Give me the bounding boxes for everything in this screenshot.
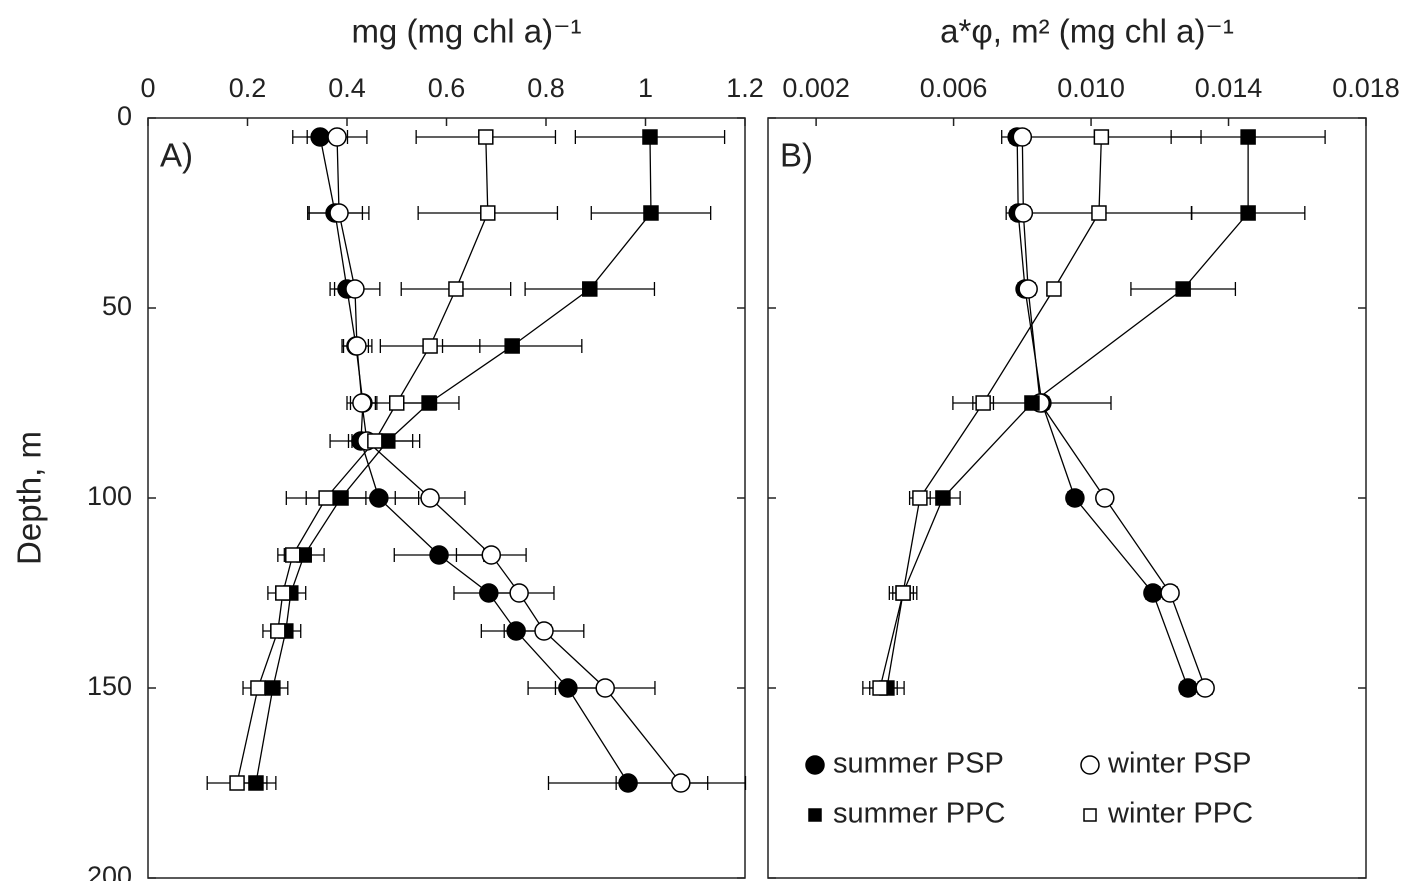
marker [1178, 678, 1198, 698]
marker [509, 583, 529, 603]
marker [504, 338, 520, 354]
marker [480, 205, 496, 221]
marker [1093, 129, 1110, 145]
marker [895, 585, 911, 601]
marker [1012, 127, 1033, 147]
legend-label: winter PSP [1107, 748, 1251, 780]
x-tick-label: 0.002 [782, 73, 850, 103]
marker [479, 583, 499, 603]
marker [1240, 205, 1256, 221]
marker [558, 678, 578, 698]
y-tick-label: 100 [87, 481, 132, 511]
marker [248, 775, 264, 791]
x-tick-label: 0.8 [527, 73, 565, 103]
marker [369, 488, 389, 508]
series-line [879, 136, 1103, 689]
x-tick-label: 0.4 [328, 73, 366, 103]
marker [420, 488, 440, 508]
x-axis-label: mg (mg chl a)⁻¹ [351, 13, 581, 50]
marker [327, 127, 347, 147]
marker [534, 621, 554, 641]
marker [333, 490, 349, 506]
marker [270, 623, 286, 639]
marker [229, 775, 245, 791]
x-tick-label: 0.010 [1057, 73, 1125, 103]
legend-marker [1083, 808, 1097, 822]
x-tick-label: 0.2 [229, 73, 267, 103]
marker [1046, 281, 1062, 297]
marker [1195, 678, 1215, 698]
marker [643, 205, 659, 221]
legend-marker [808, 808, 822, 822]
y-tick-label: 0 [117, 101, 132, 131]
marker [642, 129, 658, 145]
x-tick-label: 0.006 [920, 73, 988, 103]
marker [285, 547, 301, 563]
marker [310, 127, 330, 147]
marker [250, 680, 266, 696]
marker [1095, 488, 1115, 508]
marker [422, 338, 438, 354]
marker [352, 393, 372, 413]
series-line [236, 136, 489, 784]
marker [1143, 583, 1163, 603]
marker [975, 395, 991, 411]
marker [1024, 395, 1040, 411]
marker [380, 433, 396, 449]
marker [329, 203, 349, 223]
x-tick-label: 0.6 [428, 73, 466, 103]
marker [1160, 583, 1180, 603]
marker [506, 621, 526, 641]
marker [671, 773, 691, 793]
series-line [1021, 136, 1206, 689]
marker [481, 545, 502, 565]
marker [367, 433, 383, 449]
series-line [336, 136, 682, 784]
marker [429, 545, 449, 565]
marker [935, 490, 951, 506]
x-axis-label: a*φ, m² (mg chl a)⁻¹ [940, 13, 1234, 50]
marker [618, 773, 638, 793]
legend-marker [1080, 755, 1100, 775]
marker [275, 585, 291, 601]
marker [318, 490, 334, 506]
x-tick-label: 0 [140, 73, 155, 103]
marker [1091, 205, 1107, 221]
series-line [319, 136, 629, 784]
panel-label: A) [160, 137, 193, 174]
legend-label: summer PSP [833, 748, 1004, 780]
marker [347, 336, 367, 356]
marker [595, 678, 615, 698]
legend-label: winter PPC [1107, 798, 1253, 830]
marker [1013, 203, 1034, 223]
x-tick-label: 0.018 [1332, 73, 1400, 103]
marker [345, 279, 365, 299]
marker [265, 680, 281, 696]
y-tick-label: 50 [102, 291, 132, 321]
marker [478, 129, 494, 145]
panel-label: B) [780, 137, 813, 174]
marker [1175, 281, 1191, 297]
series-line [886, 137, 1249, 689]
x-tick-label: 0.014 [1195, 73, 1263, 103]
marker [448, 281, 464, 297]
marker [389, 395, 405, 411]
marker [1240, 129, 1256, 145]
x-tick-label: 1.2 [726, 73, 764, 103]
marker [421, 395, 437, 411]
y-axis-label: Depth, m [11, 431, 48, 565]
y-tick-label: 200 [87, 861, 132, 881]
marker [582, 281, 598, 297]
marker [912, 490, 928, 506]
legend-marker [805, 755, 825, 775]
marker [1065, 488, 1085, 508]
y-tick-label: 150 [87, 671, 132, 701]
legend-label: summer PPC [833, 798, 1005, 830]
marker [872, 680, 888, 696]
series-line [255, 136, 652, 784]
x-tick-label: 1 [638, 73, 653, 103]
marker [1018, 279, 1038, 299]
